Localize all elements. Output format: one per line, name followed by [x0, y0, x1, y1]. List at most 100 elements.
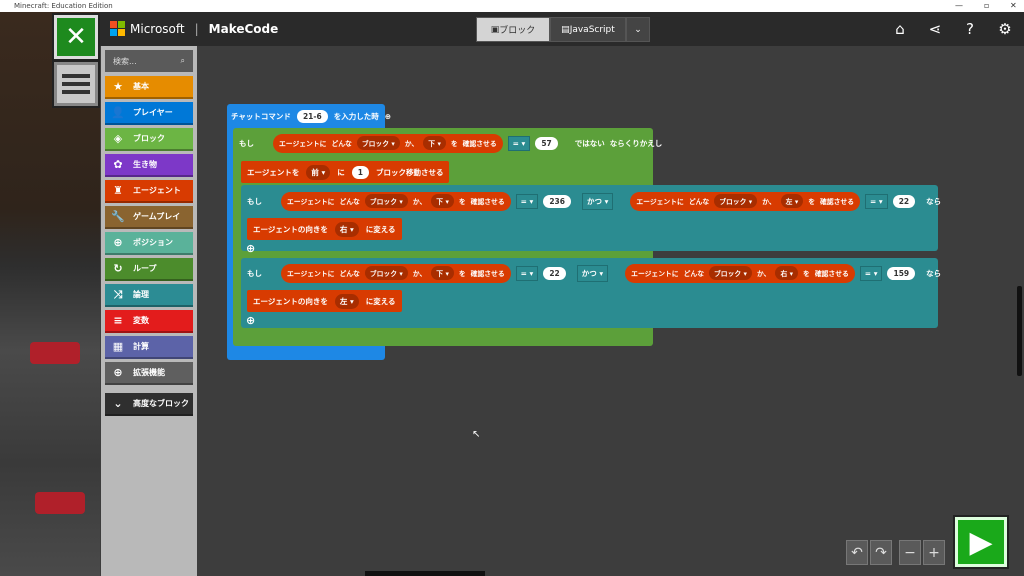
agent-inspect-block[interactable]: エージェントに どんな ブロック ▾ か、下 ▾ を確認させる [281, 263, 511, 283]
toolbox-category[interactable]: ≡ 変数 [105, 310, 193, 333]
tab-blocks[interactable]: ▣ ブロック [476, 17, 550, 42]
number-input[interactable]: 22 [892, 194, 916, 208]
hamburger-menu-button[interactable] [52, 60, 100, 108]
block-text: かつ [581, 268, 597, 278]
toolbox-category[interactable]: ▦ 計算 [105, 336, 193, 359]
block-text: 前 [311, 167, 319, 177]
toolbox-category[interactable]: ♜ エージェント [105, 180, 193, 203]
operator-dropdown[interactable]: = ▾ [515, 265, 539, 281]
block-text: エージェントに [279, 140, 327, 148]
close-window-button[interactable]: ✕ [1010, 1, 1017, 10]
block-dropdown[interactable]: 左 ▾ [334, 293, 359, 309]
zoom-out-button[interactable]: − [899, 540, 921, 565]
block-dropdown[interactable]: 右 ▾ [775, 266, 799, 280]
toolbox-category[interactable]: ⤨ 論理 [105, 284, 193, 307]
agent-inspect-block[interactable]: エージェントに どんな ブロック ▾ か、右 ▾ を確認させる [625, 263, 855, 283]
block-text: もし [247, 196, 262, 206]
close-code-button[interactable]: ✕ [52, 13, 100, 61]
compare-dropdown[interactable]: = ▾ [507, 135, 531, 151]
toolbox-label: ブロック [133, 134, 165, 143]
toolbox-category[interactable]: ✿ 生き物 [105, 154, 193, 177]
zoom-in-button[interactable]: + [923, 540, 945, 565]
operator-dropdown[interactable]: かつ ▾ [576, 264, 609, 282]
block-dropdown[interactable]: 下 ▾ [423, 136, 446, 150]
toolbox-category[interactable]: 🔧 ゲームプレイ [105, 206, 193, 229]
gear-icon[interactable]: ⚙ [998, 20, 1012, 38]
add-icon[interactable]: ⊕ [384, 111, 392, 121]
toolbox-label: 変数 [133, 316, 149, 325]
block-dropdown[interactable]: 前 ▾ [306, 164, 331, 180]
toolbox-advanced[interactable]: ⌄ 高度なブロック [105, 393, 193, 416]
toolbox-label: 論理 [133, 290, 149, 299]
undo-button[interactable]: ↶ [846, 540, 868, 565]
help-icon[interactable]: ? [966, 20, 974, 38]
block-text: ならくりかえし [609, 138, 663, 148]
number-input[interactable]: 236 [543, 194, 571, 208]
block-text: を [458, 198, 466, 206]
block-dropdown[interactable]: 右 ▾ [334, 221, 359, 237]
search-input[interactable]: 検索... ⌕ [105, 50, 193, 72]
category-icon: 👤 [111, 106, 125, 119]
add-else-icon[interactable]: ⊕ [246, 314, 256, 327]
share-icon[interactable]: ⋖ [928, 20, 942, 38]
agent-inspect-block[interactable]: エージェントに どんな ブロック ▾ か、下 ▾ を確認させる [281, 191, 511, 211]
toolbox-label: ループ [133, 264, 157, 273]
command-input[interactable]: 21-6 [296, 109, 328, 123]
toolbox-category[interactable]: 👤 プレイヤー [105, 102, 193, 125]
block-text: を [458, 270, 466, 278]
operator-dropdown[interactable]: かつ ▾ [581, 192, 614, 210]
toolbox-category[interactable]: ◈ ブロック [105, 128, 193, 151]
mouse-cursor-icon: ↖ [472, 429, 481, 440]
number-input[interactable]: 22 [543, 266, 566, 280]
block-text: 確認させる [820, 198, 855, 206]
value-input[interactable]: 57 [535, 136, 558, 150]
block-dropdown[interactable]: 左 ▾ [780, 194, 804, 208]
if1-condition: もし エージェントに どんな ブロック ▾ か、下 ▾ を確認させる = ▾ 236 かつ… [247, 190, 941, 212]
block-dropdown[interactable]: 下 ▾ [431, 266, 454, 280]
minimize-button[interactable]: — [955, 1, 963, 10]
block-dropdown[interactable]: ブロック ▾ [364, 266, 408, 280]
block-text: エージェントの向きを [253, 224, 328, 234]
home-icon[interactable]: ⌂ [895, 20, 905, 38]
agent-inspect-block[interactable]: エージェントに どんな ブロック ▾ か、下 ▾ を確認させる [273, 133, 503, 153]
toolbox-label: 計算 [133, 342, 149, 351]
operator-dropdown[interactable]: = ▾ [859, 265, 883, 281]
agent-move-block[interactable]: エージェントを前 ▾ に 1 ブロック移動させる [241, 161, 450, 183]
editor-tabs: ▣ ブロック ▤ JavaScript ⌄ [476, 17, 650, 42]
block-text: 左 [339, 296, 348, 306]
redo-button[interactable]: ↷ [870, 540, 892, 565]
block-dropdown[interactable]: ブロック ▾ [364, 194, 408, 208]
toolbox-category[interactable]: ↻ ループ [105, 258, 193, 281]
number-input[interactable]: 1 [351, 165, 369, 179]
toolbox-category[interactable]: ★ 基本 [105, 76, 193, 99]
add-else-icon[interactable]: ⊕ [246, 242, 256, 255]
toolbox-label: 基本 [133, 82, 149, 91]
maximize-button[interactable]: ▫ [984, 1, 990, 10]
block-text: 右 [339, 224, 348, 234]
operator-dropdown[interactable]: = ▾ [515, 193, 539, 209]
agent-inspect-block[interactable]: エージェントに どんな ブロック ▾ か、左 ▾ を確認させる [630, 191, 861, 211]
block-dropdown[interactable]: ブロック ▾ [714, 194, 758, 208]
block-text: ブロック [714, 270, 742, 278]
block-text: に [337, 167, 345, 177]
block-text: = [870, 196, 877, 206]
block-text: エージェントに [287, 198, 335, 206]
block-dropdown[interactable]: ブロック ▾ [356, 136, 400, 150]
block-text: エージェントの向きを [253, 296, 328, 306]
workspace[interactable]: チャットコマンド 21-6 を入力した時 ⊕ もし エージェントに どんな ブロック… [197, 46, 1024, 576]
agent-turn-block[interactable]: エージェントの向きを右 ▾ に変える [247, 218, 402, 240]
tab-javascript[interactable]: ▤ JavaScript [550, 17, 626, 42]
block-text: ブロック [369, 270, 398, 278]
block-dropdown[interactable]: 下 ▾ [431, 194, 454, 208]
toolbox-category[interactable]: ⊕ 拡張機能 [105, 362, 193, 385]
vertical-scrollbar[interactable] [1017, 286, 1022, 376]
block-dropdown[interactable]: ブロック ▾ [709, 266, 752, 280]
run-button[interactable]: ▶ [953, 515, 1009, 569]
chevron-down-icon[interactable]: ⌄ [626, 17, 650, 42]
toolbox-label: ゲームプレイ [133, 212, 181, 221]
agent-turn-block[interactable]: エージェントの向きを左 ▾ に変える [247, 290, 402, 312]
operator-dropdown[interactable]: = ▾ [865, 193, 888, 209]
number-input[interactable]: 159 [887, 266, 916, 280]
toolbox-category[interactable]: ⊕ ポジション [105, 232, 193, 255]
chevron-down-icon: ⌄ [113, 397, 123, 410]
